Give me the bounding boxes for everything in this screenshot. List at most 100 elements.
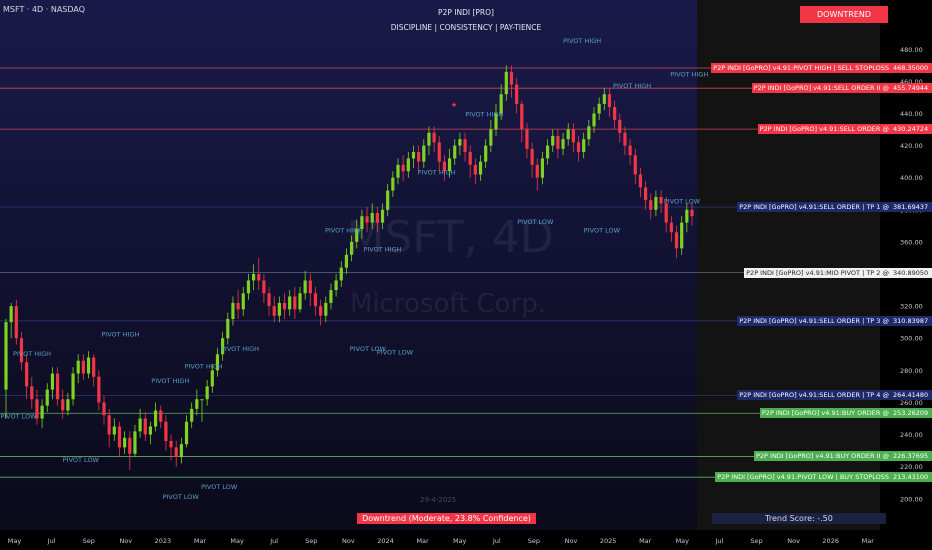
pivot-label: PIVOT HIGH: [670, 71, 708, 79]
candle-body: [607, 94, 612, 108]
candle-body: [200, 399, 204, 401]
pivot-label: PIVOT HIGH: [465, 111, 503, 119]
candle-body: [442, 161, 447, 172]
candle-body: [298, 293, 302, 310]
indicator-motto: DISCIPLINE | CONSISTENCY | PAY-TIENCE: [390, 23, 542, 32]
candle-body: [561, 139, 565, 149]
level-label: P2P INDI [GoPRO] v4.91:SELL ORDER | TP 1…: [737, 202, 891, 213]
candle-body: [71, 373, 75, 400]
level-label: P2P INDI [GoPRO] v4.91:SELL ORDER @: [757, 124, 891, 135]
x-tick-label: Jul: [714, 537, 723, 545]
y-tick-label: 480.00: [900, 46, 923, 54]
candle-body: [447, 158, 452, 172]
candle-body: [401, 164, 405, 172]
y-tick-label: 440.00: [900, 110, 923, 118]
pivot-label: PIVOT LOW: [63, 456, 100, 464]
y-tick-label: 200.00: [900, 495, 923, 503]
level-label: P2P INDI [GoPRO] v4.91:BUY ORDER @: [759, 408, 891, 419]
candle-body: [494, 113, 498, 130]
x-tick-label: Sep: [305, 537, 317, 545]
candle-body: [313, 293, 318, 307]
x-tick-label: May: [676, 537, 690, 545]
candle-body: [551, 135, 555, 146]
candle-body: [638, 174, 643, 188]
x-tick-label: Nov: [342, 537, 355, 545]
y-tick-label: 360.00: [900, 238, 923, 246]
level-price: 455.74944: [891, 83, 932, 94]
level-label: P2P INDI [GoPRO] v4.91:SELL ORDER II @: [751, 83, 891, 94]
candle-body: [4, 322, 8, 390]
candle-body: [484, 145, 488, 162]
pivot-label: PIVOT HIGH: [185, 363, 223, 371]
candle-body: [153, 410, 158, 427]
candle-body: [293, 296, 297, 310]
trend-badge[interactable]: DOWNTREND: [800, 6, 888, 23]
candle-body: [334, 280, 338, 291]
level-label: P2P INDI [GoPRO] v4.91:SELL ORDER | TP 3…: [737, 315, 891, 326]
candle-body: [19, 338, 24, 363]
level-label: P2P INDI [GoPRO] v4.91:MID PIVOT | TP 2 …: [744, 267, 891, 278]
watermark: MSFT, 4D Microsoft Corp.: [346, 212, 553, 319]
candle-body: [478, 161, 483, 175]
candle-body: [664, 203, 668, 223]
candle-body: [685, 209, 689, 223]
candle-body: [9, 306, 13, 323]
candle-body: [138, 418, 142, 432]
pivot-label: PIVOT HIGH: [151, 377, 189, 385]
candle-body: [509, 71, 514, 85]
pivot-label: PIVOT LOW: [377, 348, 414, 356]
level-price: 264.41480: [891, 390, 932, 401]
pivot-label: PIVOT LOW: [584, 226, 621, 234]
candle-body: [654, 196, 658, 210]
x-tick-label: 2024: [377, 537, 394, 545]
level-label: P2P INDI [GoPRO] v4.91:BUY ORDER II @: [753, 451, 891, 462]
candle-body: [545, 145, 550, 159]
candle-body: [215, 354, 220, 371]
candle-body: [143, 418, 147, 435]
candle-body: [123, 437, 127, 448]
candle-body: [417, 152, 421, 162]
x-tick-label: Mar: [416, 537, 429, 545]
candle-body: [540, 158, 545, 178]
pivot-label: PIVOT LOW: [201, 483, 238, 491]
candle-body: [14, 306, 18, 339]
candle-body: [669, 222, 673, 233]
candle-body: [231, 302, 235, 319]
candle-body: [55, 373, 60, 400]
candle-body: [592, 113, 596, 127]
candle-body: [262, 280, 266, 294]
candle-body: [468, 152, 472, 165]
candle-body: [571, 129, 575, 143]
y-tick-label: 400.00: [900, 174, 923, 182]
level-price: 430.24724: [891, 124, 932, 135]
candle-body: [674, 232, 679, 249]
pivot-label: PIVOT LOW: [0, 412, 37, 420]
candle-body: [164, 421, 168, 441]
pivot-label: PIVOT HIGH: [563, 37, 601, 45]
candle-body: [159, 410, 163, 422]
indicator-title: P2P INDI [PRO]: [438, 8, 494, 17]
candle-body: [236, 302, 240, 310]
trend-score: Trend Score: -.50: [712, 513, 886, 524]
x-tick-label: 2025: [600, 537, 617, 545]
candle-body: [633, 155, 637, 175]
candle-body: [515, 84, 519, 104]
candle-body: [303, 280, 307, 294]
pivot-label: PIVOT HIGH: [613, 82, 651, 90]
candle-body: [35, 399, 39, 419]
candle-body: [66, 399, 70, 411]
candle-body: [282, 302, 287, 310]
candle-body: [597, 103, 601, 114]
candle-body: [556, 135, 560, 149]
candle-body: [525, 129, 529, 149]
candle-body: [308, 280, 312, 294]
candle-body: [504, 71, 508, 95]
candles: [4, 65, 694, 470]
candle-body: [453, 145, 457, 159]
date-stamp: 29-4-2025: [420, 496, 456, 504]
candle-body: [355, 229, 359, 242]
level-label: P2P INDI [GoPRO] v4.91:PIVOT LOW | BUY S…: [715, 472, 891, 483]
candle-body: [324, 302, 328, 316]
level-label: P2P INDI [GoPRO] v4.91:PIVOT HIGH | SELL…: [711, 62, 891, 73]
candle-body: [530, 148, 534, 165]
